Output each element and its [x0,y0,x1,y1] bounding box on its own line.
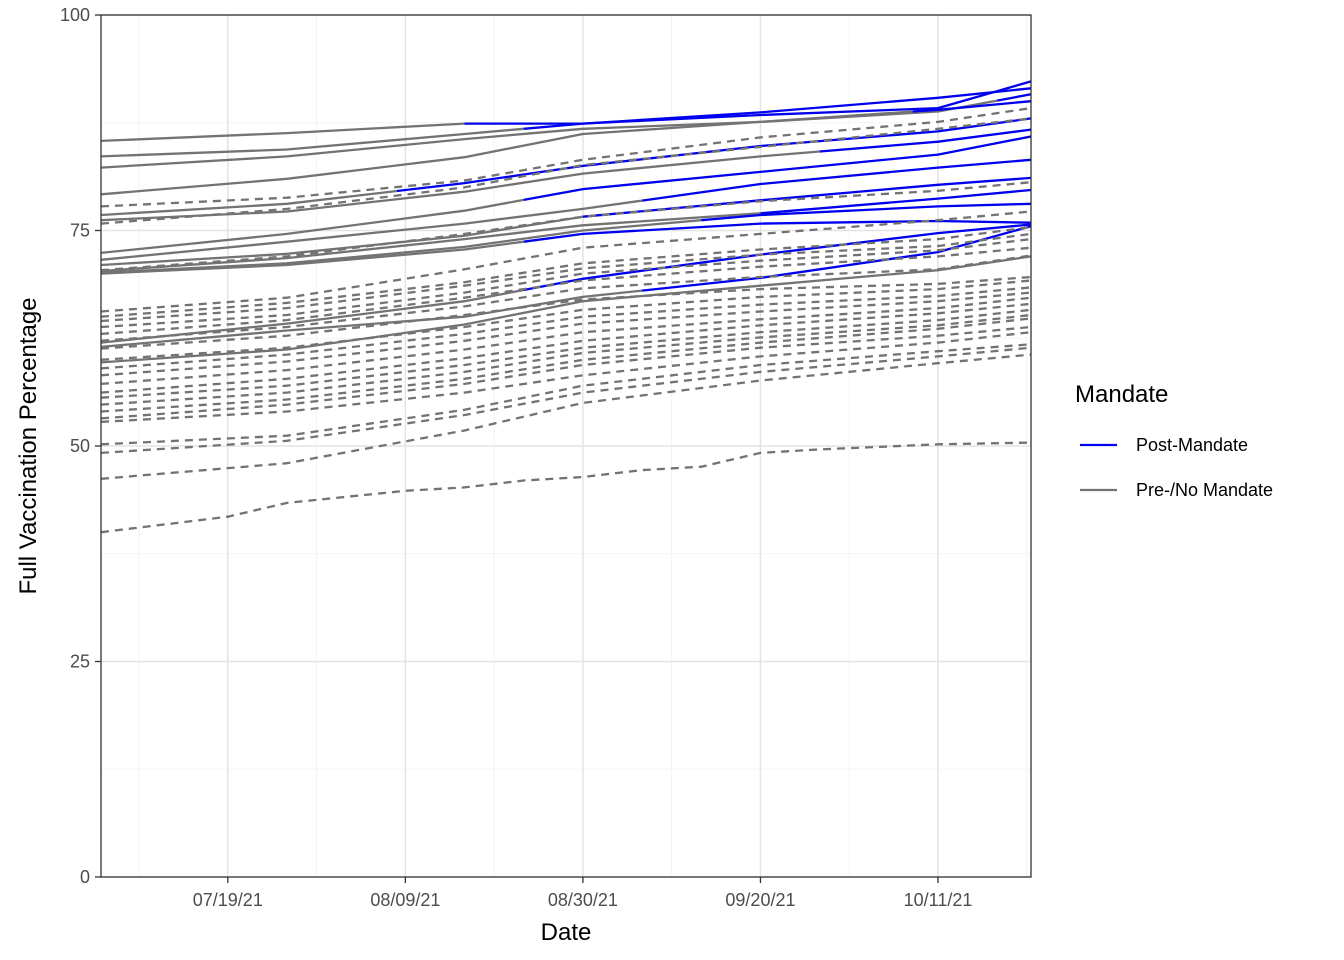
y-tick-label: 75 [70,221,90,241]
legend-item-pre-no-mandate: Pre-/No Mandate [1080,480,1273,500]
series-line-pre-mandate [100,150,820,222]
series-line-pre-mandate [100,189,398,217]
legend-label-pre-no-mandate: Pre-/No Mandate [1136,480,1273,500]
series-line-post-mandate [641,158,1032,202]
legend-item-post-mandate: Post-Mandate [1080,435,1248,455]
x-tick-label: 08/09/21 [370,890,440,910]
y-tick-label: 100 [60,5,90,25]
series-line [100,106,1032,208]
series-line-pre-mandate [100,122,465,143]
series-line-pre-mandate [100,288,524,344]
series-line [100,286,1032,370]
x-tick-label: 07/19/21 [193,890,263,910]
legend-title: Mandate [1075,381,1168,408]
series-line [100,296,1032,386]
series-line-pre-mandate [100,127,524,158]
series-line [100,237,1032,329]
series-line-post-mandate [464,87,1032,125]
x-axis: 07/19/21 08/09/21 08/30/21 09/20/21 10/11/21 [193,877,973,910]
series-line-pre-mandate [100,219,702,274]
series-line [100,117,1032,225]
series-line [100,317,1032,413]
series-line [100,302,1032,394]
series-line-pre-mandate [100,198,524,255]
y-tick-label: 50 [70,436,90,456]
series-line-post-mandate [701,202,1032,222]
series-line-pre-mandate [100,110,913,196]
series-line [100,275,1032,350]
series-line-pre-mandate [100,199,643,261]
series-line [100,254,1032,342]
series-line [100,308,1032,399]
legend-label-post-mandate: Post-Mandate [1136,435,1248,455]
series-line-post-mandate [912,100,1032,113]
legend: Mandate Post-Mandate Pre-/No Mandate [1075,381,1273,500]
x-tick-label: 10/11/21 [904,890,973,910]
x-tick-label: 09/20/21 [725,890,795,910]
series-line [100,313,1032,406]
series-line [100,325,1032,420]
series-line-pre-mandate [100,212,761,273]
series-line [100,210,1032,313]
y-tick-label: 0 [80,867,90,887]
series-line [100,346,1032,455]
series-line-post-mandate [760,188,1032,215]
series-line-pre-mandate [100,240,524,275]
series-line-post-mandate [996,93,1032,102]
series-line [100,232,1032,323]
y-tick-label: 25 [70,652,90,672]
series-line [100,279,1032,361]
series-line [100,225,1032,318]
y-axis-title: Full Vaccination Percentage [15,297,42,594]
series-line-post-mandate [523,135,1032,202]
series-line-post-mandate [523,80,1032,130]
series-line [100,331,1032,424]
series-line-post-mandate [523,219,1032,243]
x-tick-label: 08/30/21 [548,890,618,910]
x-axis-title: Date [541,919,592,946]
series-line [100,343,1032,446]
series-line [100,441,1032,534]
y-axis: 0 25 50 75 100 [60,5,101,887]
series-lines [100,80,1032,534]
series-line-post-mandate [819,128,1032,153]
series-line [100,353,1032,480]
series-line-pre-mandate [100,99,998,169]
series-line [100,181,1032,272]
series-line [100,291,1032,377]
series-line [100,246,1032,336]
series-line-pre-mandate [100,289,643,349]
